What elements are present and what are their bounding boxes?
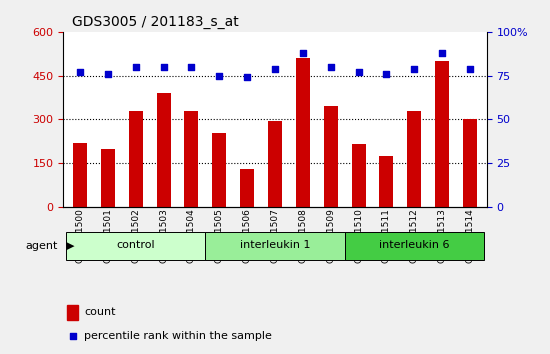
Point: [271, 66, 279, 72]
Bar: [351, 144, 366, 207]
Text: ▶: ▶: [66, 241, 74, 251]
Point: [326, 64, 335, 70]
Text: interleukin 6: interleukin 6: [379, 240, 449, 250]
Text: count: count: [85, 307, 116, 317]
Point: [382, 71, 391, 77]
Bar: [129, 111, 142, 207]
Bar: [463, 120, 477, 207]
Bar: [68, 305, 78, 320]
Point: [187, 64, 196, 70]
Point: [103, 71, 112, 77]
Bar: [345, 232, 484, 261]
Bar: [324, 106, 338, 207]
Point: [410, 66, 419, 72]
Point: [466, 66, 475, 72]
Text: interleukin 1: interleukin 1: [240, 240, 310, 250]
Point: [243, 75, 251, 80]
Point: [299, 50, 307, 56]
Bar: [296, 58, 310, 207]
Bar: [66, 232, 205, 261]
Text: agent: agent: [25, 241, 58, 251]
Bar: [408, 111, 421, 207]
Text: control: control: [117, 240, 155, 250]
Point: [215, 73, 224, 79]
Bar: [435, 61, 449, 207]
Bar: [240, 169, 254, 207]
Bar: [73, 143, 87, 207]
Text: GDS3005 / 201183_s_at: GDS3005 / 201183_s_at: [72, 16, 239, 29]
Bar: [212, 133, 226, 207]
Text: percentile rank within the sample: percentile rank within the sample: [85, 331, 272, 341]
Bar: [101, 149, 115, 207]
Point: [438, 50, 447, 56]
Bar: [268, 121, 282, 207]
Bar: [184, 111, 199, 207]
Point: [354, 69, 363, 75]
Point: [159, 64, 168, 70]
Point: [69, 333, 78, 339]
Point: [75, 69, 84, 75]
Bar: [157, 93, 170, 207]
Bar: [205, 232, 345, 261]
Bar: [379, 156, 393, 207]
Point: [131, 64, 140, 70]
